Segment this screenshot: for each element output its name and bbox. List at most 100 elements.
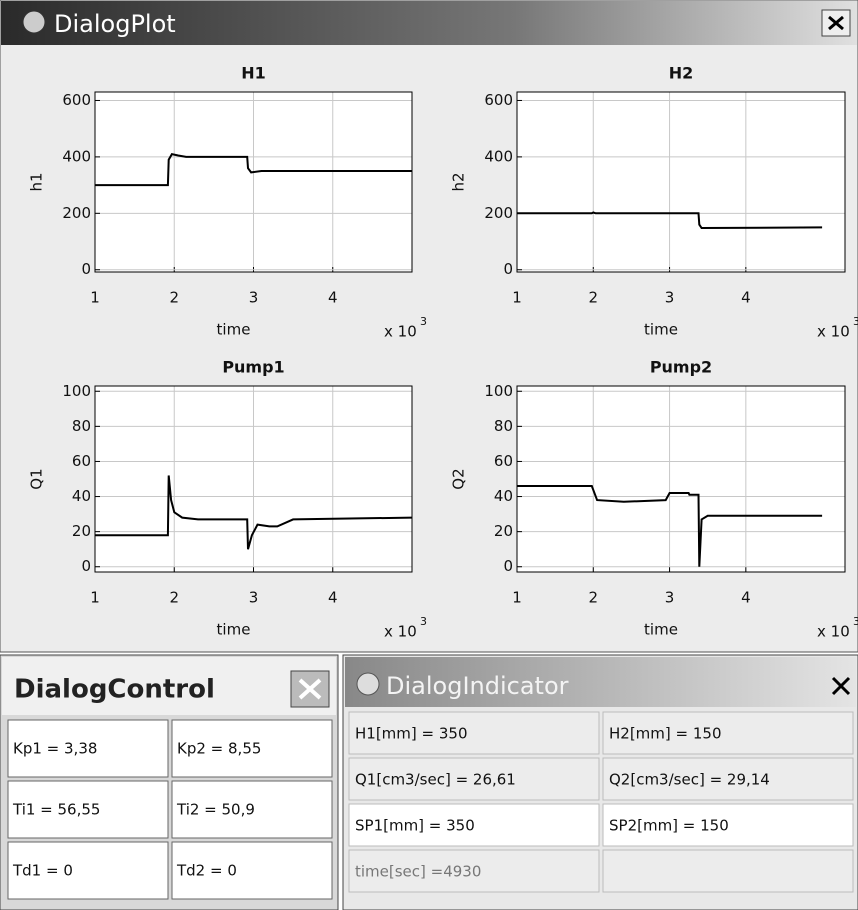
close-button[interactable]	[290, 670, 330, 708]
y-tick-label: 20	[494, 522, 513, 540]
y-tick-label: 60	[494, 452, 513, 470]
control-cell	[171, 719, 333, 778]
close-button[interactable]	[821, 9, 851, 37]
control-cell	[7, 719, 169, 778]
x-tick-label: 2	[589, 289, 599, 307]
indicator-value: Q2[cm3/sec] = 29,14	[609, 771, 770, 789]
y-tick-label: 80	[72, 417, 91, 435]
x-tick-label: 1	[512, 289, 522, 307]
app-icon	[22, 10, 46, 34]
y-tick-label: 100	[62, 382, 91, 400]
chart-title: H1	[241, 64, 266, 83]
x-tick-label: 1	[90, 589, 100, 607]
x-tick-label: 3	[249, 589, 259, 607]
x-tick-label: 1	[90, 289, 100, 307]
control-value: Kp2 = 8,55	[177, 740, 261, 758]
indicator-cell	[602, 757, 854, 801]
y-axis-label: h2	[450, 172, 468, 191]
y-axis-label: Q1	[28, 468, 46, 489]
indicator-cell	[348, 711, 600, 755]
indicator-cell	[348, 849, 600, 893]
indicator-cell	[602, 849, 854, 893]
indicator-cell	[602, 711, 854, 755]
x-axis-label: time	[644, 621, 678, 639]
plot-frame	[94, 91, 413, 273]
x-tick-label: 4	[741, 589, 751, 607]
data-line	[517, 485, 823, 567]
y-tick-label: 0	[81, 260, 91, 278]
plot-frame	[516, 91, 846, 273]
plot-frame	[516, 385, 846, 573]
indicator-titlebar	[345, 657, 856, 707]
x-tick-label: 3	[665, 589, 675, 607]
y-tick-label: 20	[72, 522, 91, 540]
x-tick-label: 3	[249, 289, 259, 307]
y-tick-label: 400	[484, 147, 513, 165]
x-tick-label: 3	[665, 289, 675, 307]
close-button[interactable]	[831, 676, 851, 696]
x-tick-label: 2	[169, 589, 179, 607]
control-cell	[7, 841, 169, 900]
indicator-cell	[602, 803, 854, 847]
y-tick-label: 600	[62, 91, 91, 109]
x-axis-label: time	[644, 321, 678, 339]
y-axis-label: h1	[28, 172, 46, 191]
window-title: DialogIndicator	[386, 672, 569, 700]
x-scale-exponent: 3	[853, 315, 858, 328]
indicator-value: SP2[mm] = 150	[609, 817, 729, 835]
control-cell	[7, 780, 169, 839]
y-tick-label: 60	[72, 452, 91, 470]
plot-frame	[94, 385, 413, 573]
control-titlebar	[2, 657, 336, 715]
x-axis-label: time	[217, 621, 251, 639]
app-icon	[356, 672, 380, 696]
plot-area	[517, 386, 845, 572]
control-cell	[171, 841, 333, 900]
indicator-value: time[sec] =4930	[355, 863, 481, 881]
y-tick-label: 100	[484, 382, 513, 400]
x-scale-label: x 10	[817, 623, 850, 641]
indicator-value: SP1[mm] = 350	[355, 817, 475, 835]
indicator-value: H1[mm] = 350	[355, 725, 468, 743]
chart-title: Pump2	[650, 358, 712, 377]
y-tick-label: 0	[81, 557, 91, 575]
control-value: Ti1 = 56,55	[12, 801, 100, 819]
y-tick-label: 400	[62, 147, 91, 165]
y-tick-label: 40	[72, 487, 91, 505]
control-cell	[171, 780, 333, 839]
y-tick-label: 0	[503, 260, 513, 278]
x-tick-label: 4	[328, 589, 338, 607]
x-scale-exponent: 3	[420, 615, 427, 628]
x-scale-label: x 10	[384, 623, 417, 641]
y-tick-label: 80	[494, 417, 513, 435]
x-scale-label: x 10	[384, 323, 417, 341]
control-value: Kp1 = 3,38	[13, 740, 97, 758]
y-tick-label: 40	[494, 487, 513, 505]
y-tick-label: 600	[484, 91, 513, 109]
x-scale-exponent: 3	[853, 615, 858, 628]
indicator-value: Q1[cm3/sec] = 26,61	[355, 771, 516, 789]
control-value: Ti2 = 50,9	[176, 801, 255, 819]
plot-area	[517, 92, 845, 272]
x-tick-label: 2	[169, 289, 179, 307]
data-line	[95, 152, 412, 187]
indicator-cell	[348, 803, 600, 847]
window-title: DialogPlot	[54, 10, 176, 38]
control-value: Td1 = 0	[12, 862, 73, 880]
x-tick-label: 2	[589, 589, 599, 607]
plot-titlebar	[1, 1, 857, 45]
x-tick-label: 1	[512, 589, 522, 607]
x-tick-label: 4	[328, 289, 338, 307]
chart-title: Pump1	[222, 358, 284, 377]
control-value: Td2 = 0	[176, 862, 237, 880]
y-tick-label: 200	[484, 204, 513, 222]
y-axis-label: Q2	[450, 468, 468, 489]
x-tick-label: 4	[741, 289, 751, 307]
x-scale-exponent: 3	[420, 315, 427, 328]
x-axis-label: time	[217, 321, 251, 339]
indicator-value: H2[mm] = 150	[609, 725, 722, 743]
y-tick-label: 200	[62, 204, 91, 222]
data-line	[95, 475, 413, 550]
x-scale-label: x 10	[817, 323, 850, 341]
